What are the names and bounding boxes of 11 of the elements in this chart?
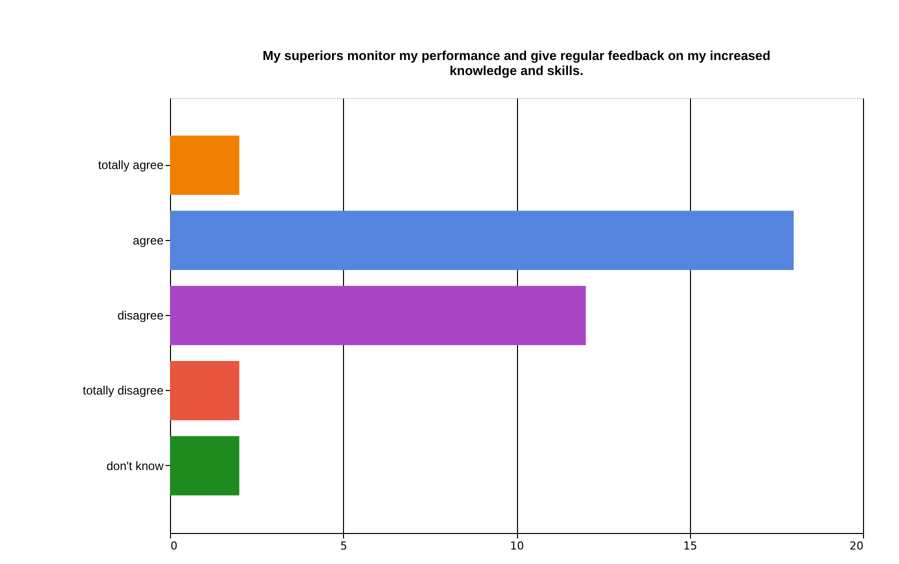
x-tick-label: 15 [683,540,698,552]
x-tick-label: 20 [850,540,864,552]
y-tick-label: totally agree [98,158,164,172]
y-tick-label: don't know [106,458,164,473]
x-tick-label: 0 [170,540,178,552]
chart-title: My superiors monitor my performance and give regular feedback on my increased knowledge and skills. [262,48,770,78]
x-tick-label: 10 [510,540,524,552]
x-tick-label: 5 [340,540,348,552]
y-tick-label: disagree [117,308,164,322]
y-tick-label: totally disagree [82,384,164,398]
y-tick-label: agree [132,233,164,248]
